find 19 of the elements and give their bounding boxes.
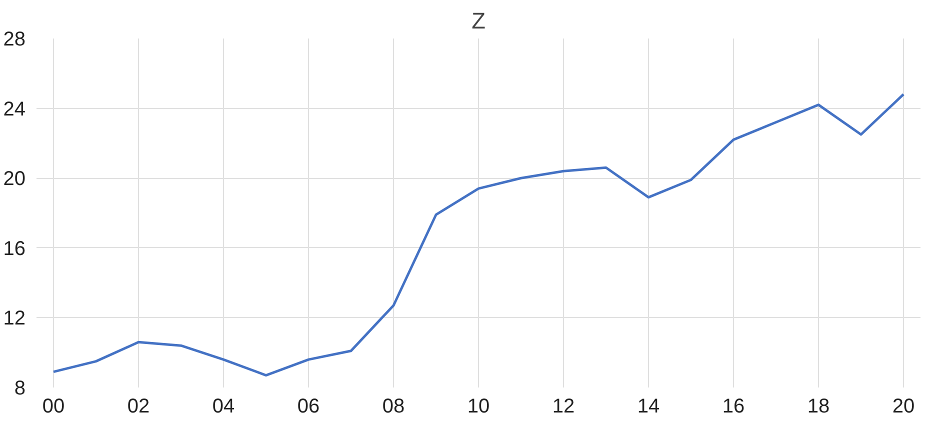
x-tick-label: 20 xyxy=(892,396,915,418)
y-tick-label: 12 xyxy=(3,308,26,330)
x-tick-label: 18 xyxy=(807,396,830,418)
y-tick-label: 28 xyxy=(3,28,26,50)
x-tick-label: 08 xyxy=(382,396,405,418)
x-tick-label: 16 xyxy=(722,396,745,418)
x-tick-label: 10 xyxy=(467,396,490,418)
y-tick-label: 20 xyxy=(3,168,26,190)
x-tick-label: 04 xyxy=(212,396,235,418)
chart-title: Z xyxy=(472,8,486,34)
x-tick-label: 12 xyxy=(552,396,575,418)
y-tick-label: 8 xyxy=(14,378,26,400)
x-tick-label: 14 xyxy=(637,396,660,418)
line-series xyxy=(52,93,905,377)
y-tick-label: 24 xyxy=(3,98,26,120)
x-tick-label: 06 xyxy=(297,396,320,418)
x-tick-label: 02 xyxy=(127,396,150,418)
y-tick-label: 16 xyxy=(3,238,26,260)
x-tick-label: 00 xyxy=(42,396,65,418)
